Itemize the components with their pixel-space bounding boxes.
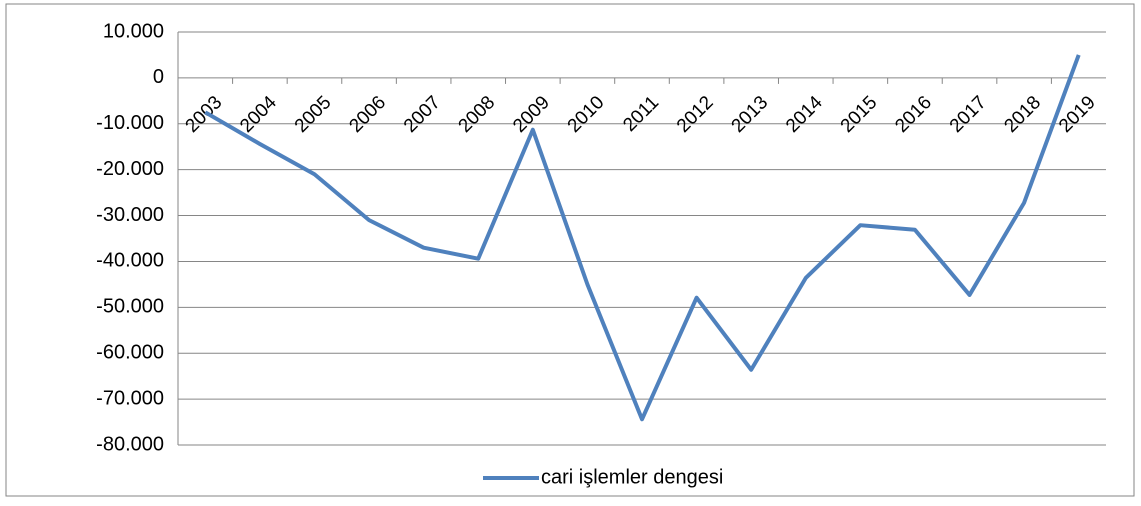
y-tick-label: -30.000 (96, 204, 164, 226)
y-tick-label: -70.000 (96, 387, 164, 409)
y-tick-label: 0 (153, 66, 164, 88)
legend-label: cari işlemler dengesi (541, 466, 723, 488)
y-tick-label: -10.000 (96, 112, 164, 134)
line-series (204, 54, 1081, 422)
y-tick-label: -60.000 (96, 342, 164, 364)
y-tick-label: -40.000 (96, 250, 164, 272)
y-tick-label: -20.000 (96, 158, 164, 180)
y-tick-label: -50.000 (96, 296, 164, 318)
chart-frame (5, 3, 1135, 497)
y-tick-label: -80.000 (96, 433, 164, 455)
y-tick-label: 10.000 (103, 20, 164, 42)
